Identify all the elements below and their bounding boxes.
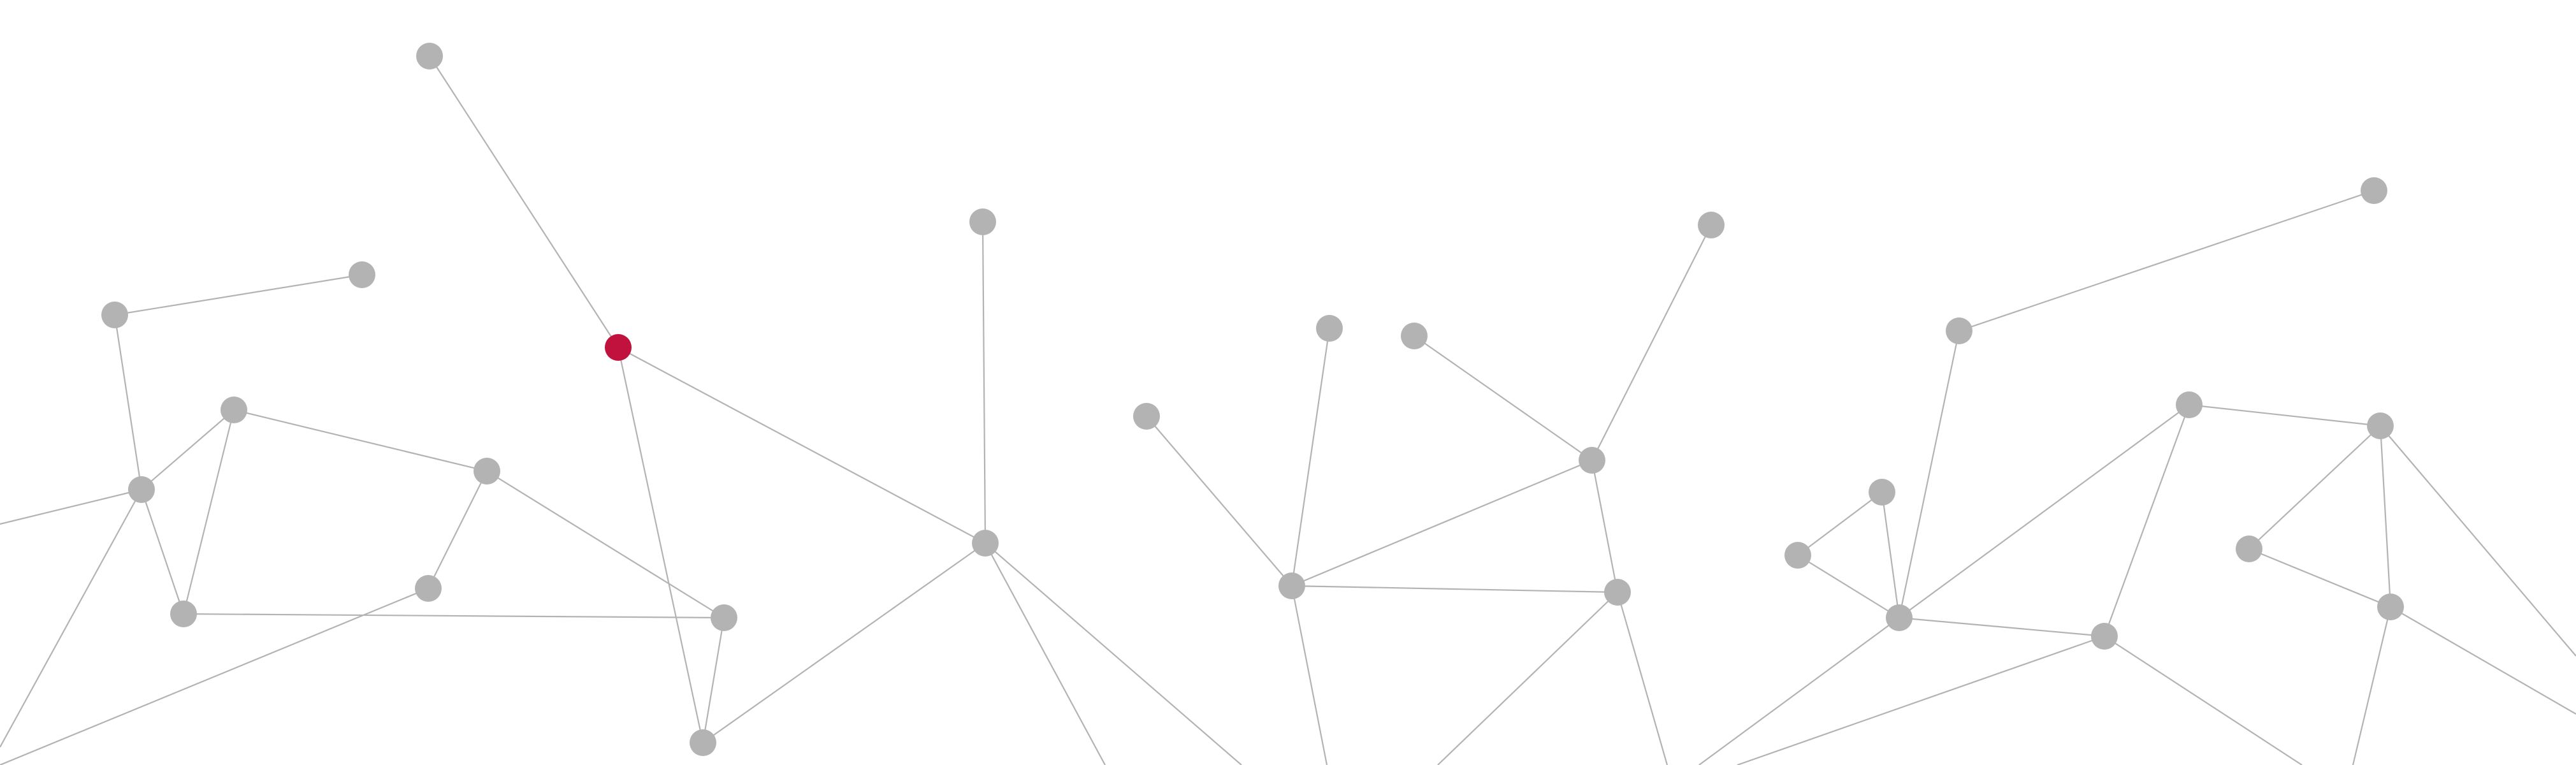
edge-n11-n12	[981, 221, 987, 544]
graph-node	[1579, 447, 1605, 474]
edge-n25-n27	[1797, 555, 1900, 618]
edge-n10-n9	[702, 617, 725, 743]
edge-n5-n4	[141, 409, 235, 490]
edge-n5-offscreen-0	[0, 488, 142, 525]
edge-n27-offscreen-8	[1698, 617, 1900, 765]
graph-node	[2361, 177, 2387, 204]
graph-node	[1133, 403, 1160, 430]
graph-node	[1278, 572, 1305, 599]
graph-node	[1401, 323, 1428, 349]
edge-n15-n17	[1414, 335, 1593, 461]
edge-n4-n6	[233, 409, 488, 472]
graph-node	[416, 43, 443, 69]
edge-n28-offscreen-10	[2104, 636, 2303, 765]
edge-n23-n26	[2248, 425, 2381, 550]
edge-n6-n8	[428, 470, 488, 589]
edge-n10-n12	[702, 543, 986, 743]
edge-n28-offscreen-9	[1737, 635, 2105, 765]
edge-n3-n5	[113, 314, 143, 490]
edge-n6-n9	[486, 470, 725, 618]
edge-n8-offscreen-2	[0, 587, 429, 765]
edge-n12-offscreen-3	[985, 543, 1106, 765]
edge-n16-n19	[1291, 585, 1618, 594]
edge-n19-offscreen-7	[1616, 592, 1668, 765]
edge-n22-n23	[2189, 404, 2381, 427]
edge-n22-n27	[1899, 404, 2190, 618]
graph-node	[2236, 536, 2262, 562]
edge-n17-n18	[1591, 224, 1712, 461]
graph-node	[221, 397, 247, 423]
edge-n29-offscreen-13	[2390, 606, 2576, 715]
edge-n24-n27	[1881, 492, 1900, 618]
highlighted-node	[605, 334, 632, 361]
graph-node	[690, 729, 716, 756]
graph-node	[2176, 391, 2203, 418]
edge-n12-offscreen-4	[985, 543, 1242, 765]
graph-node	[170, 601, 197, 627]
graph-node	[1698, 212, 1725, 238]
graph-node	[1886, 604, 1913, 631]
graph-node	[1869, 479, 1895, 506]
edge-n20-n21	[1958, 189, 2375, 332]
edge-n_red-n12	[618, 347, 986, 544]
edge-n26-n29	[2248, 548, 2391, 608]
graph-node	[349, 261, 375, 288]
edge-n2-n3	[114, 273, 363, 316]
edge-n_red-n10	[617, 347, 704, 743]
graph-node	[1946, 317, 1972, 344]
edge-n17-n16	[1291, 459, 1593, 587]
edge-n24-n25	[1797, 492, 1883, 556]
edge-n19-offscreen-6	[1437, 592, 1618, 765]
edge-n16-offscreen-5	[1291, 585, 1328, 765]
graph-node	[972, 530, 999, 557]
edge-n21-n27	[1898, 330, 1960, 618]
edge-n1-n_red	[429, 55, 619, 348]
graph-node	[2091, 623, 2118, 650]
graph-node	[2367, 412, 2394, 439]
edge-n27-n28	[1899, 616, 2105, 638]
edge-n7-n9	[183, 613, 725, 619]
network-edges	[0, 55, 2576, 765]
graph-node	[969, 208, 996, 235]
edge-n17-n19	[1591, 460, 1619, 593]
edge-n5-n7	[140, 489, 185, 615]
graph-node	[128, 476, 155, 503]
edge-n23-offscreen-12	[2380, 425, 2576, 657]
edge-n14-n16	[1291, 328, 1331, 586]
graph-node	[1316, 315, 1343, 342]
network-nodes	[101, 43, 2404, 756]
edge-n29-offscreen-11	[2352, 606, 2392, 765]
graph-node	[711, 604, 737, 631]
edge-n13-n16	[1146, 416, 1292, 586]
edge-n23-n29	[2379, 425, 2392, 608]
graph-node	[474, 458, 500, 484]
graph-node	[415, 575, 442, 602]
graph-node	[2377, 594, 2404, 620]
edge-n5-offscreen-1	[0, 489, 142, 748]
edge-n22-n28	[2103, 404, 2190, 637]
edge-n4-n7	[182, 409, 235, 615]
graph-node	[1604, 579, 1631, 606]
graph-node	[1784, 542, 1811, 569]
graph-node	[101, 302, 128, 328]
